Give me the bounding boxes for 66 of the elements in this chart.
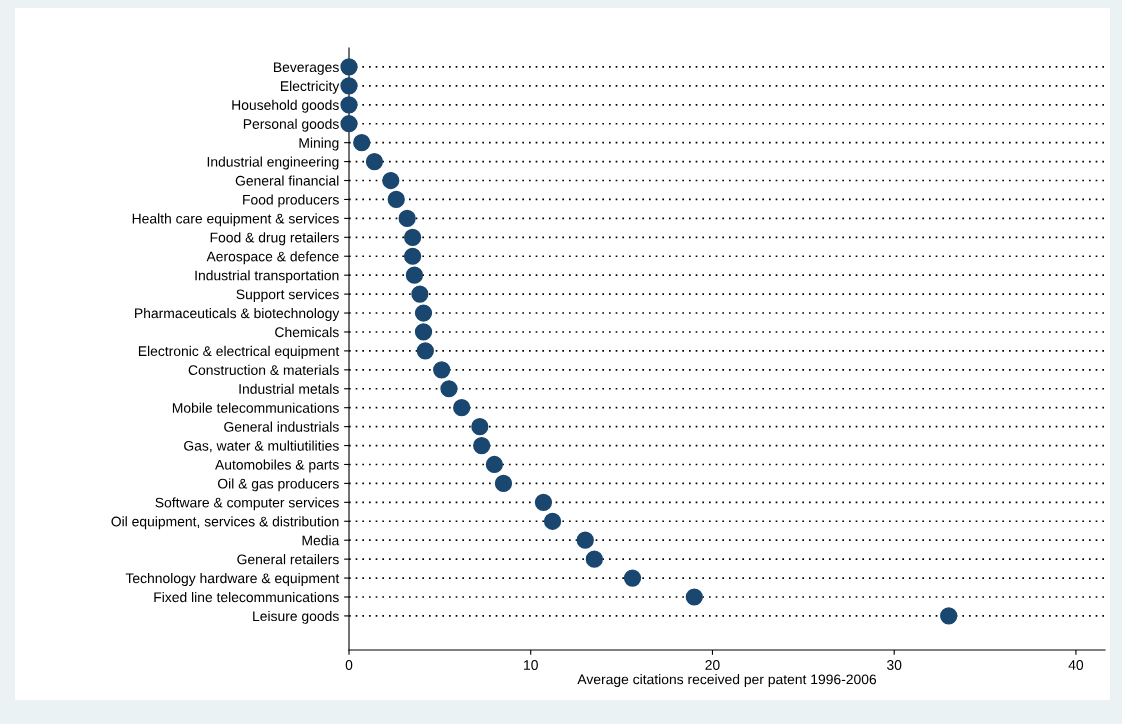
point	[623, 569, 642, 587]
y-tick-label: Industrial transportation	[195, 270, 339, 284]
y-tick-label: Food & drug retailers	[210, 232, 339, 246]
point	[494, 474, 513, 493]
point	[340, 115, 358, 133]
y-tick-label: Mobile telecommunications	[172, 402, 339, 413]
y-tick-label: Pharmaceuticals & biotechnology	[135, 308, 340, 321]
point	[340, 96, 358, 114]
y-tick-label: Electricity	[281, 80, 340, 94]
x-tick-label: 20	[705, 660, 720, 670]
point	[414, 304, 433, 322]
y-tick-label: Household goods	[232, 99, 339, 113]
y-tick-label: General financial	[235, 175, 339, 186]
y-tick-label: Industrial metals	[239, 383, 339, 394]
y-tick-label: Electronic & electrical equipment	[138, 345, 340, 359]
point	[353, 134, 371, 152]
point	[414, 323, 433, 341]
y-tick-label: Chemicals	[275, 326, 339, 338]
y-tick-label: Aerospace & defence	[206, 251, 339, 265]
point	[940, 607, 958, 625]
point	[585, 550, 603, 568]
y-tick-label: Leisure goods	[253, 610, 339, 624]
y-tick-label: General industrials	[224, 421, 339, 432]
y-tick-label: Health care equipment & services	[132, 213, 339, 227]
point	[405, 266, 424, 284]
y-tick-label: Industrial engineering	[207, 156, 339, 170]
point	[340, 58, 358, 76]
point	[433, 361, 451, 379]
point	[387, 190, 405, 209]
y-tick-label: Technology hardware & equipment	[125, 573, 340, 586]
point	[543, 512, 562, 530]
y-tick-label: Food producers	[243, 194, 339, 208]
point	[403, 247, 422, 265]
x-axis-title: Average citations received per patent 1996-2006	[577, 674, 877, 688]
point	[411, 285, 429, 303]
y-tick-label: Beverages	[274, 62, 339, 75]
point	[471, 418, 489, 436]
y-tick-label: Support services	[236, 289, 339, 303]
y-tick-label: Automobiles & parts	[215, 459, 339, 473]
point	[576, 531, 594, 549]
point	[403, 228, 422, 246]
x-tick-label: 30	[887, 660, 902, 670]
point	[485, 455, 503, 474]
y-tick-label: General retailers	[237, 554, 339, 565]
point	[340, 77, 358, 95]
point	[453, 399, 471, 417]
y-tick-label: Oil & gas producers	[217, 478, 339, 492]
x-tick-label: 40	[1068, 660, 1084, 670]
y-tick-label: Oil equipment, services & distribution	[111, 516, 339, 530]
y-tick-label: Gas, water & multiutilities	[184, 440, 339, 453]
point	[534, 493, 553, 511]
y-tick-label: Software & computer services	[155, 497, 339, 511]
point	[365, 152, 384, 171]
point	[440, 380, 458, 398]
y-tick-label: Media	[302, 535, 340, 546]
y-tick-label: Personal goods	[243, 118, 339, 132]
y-tick-label: Mining	[299, 137, 339, 151]
y-tick-label: Fixed line telecommunications	[154, 591, 339, 603]
point	[416, 342, 434, 360]
point	[685, 588, 703, 606]
x-tick-label: 10	[524, 660, 538, 670]
point	[382, 171, 400, 190]
x-tick-label: 0	[345, 660, 353, 670]
point	[473, 436, 491, 455]
y-tick-label: Construction & materials	[188, 364, 339, 375]
point	[398, 209, 416, 227]
